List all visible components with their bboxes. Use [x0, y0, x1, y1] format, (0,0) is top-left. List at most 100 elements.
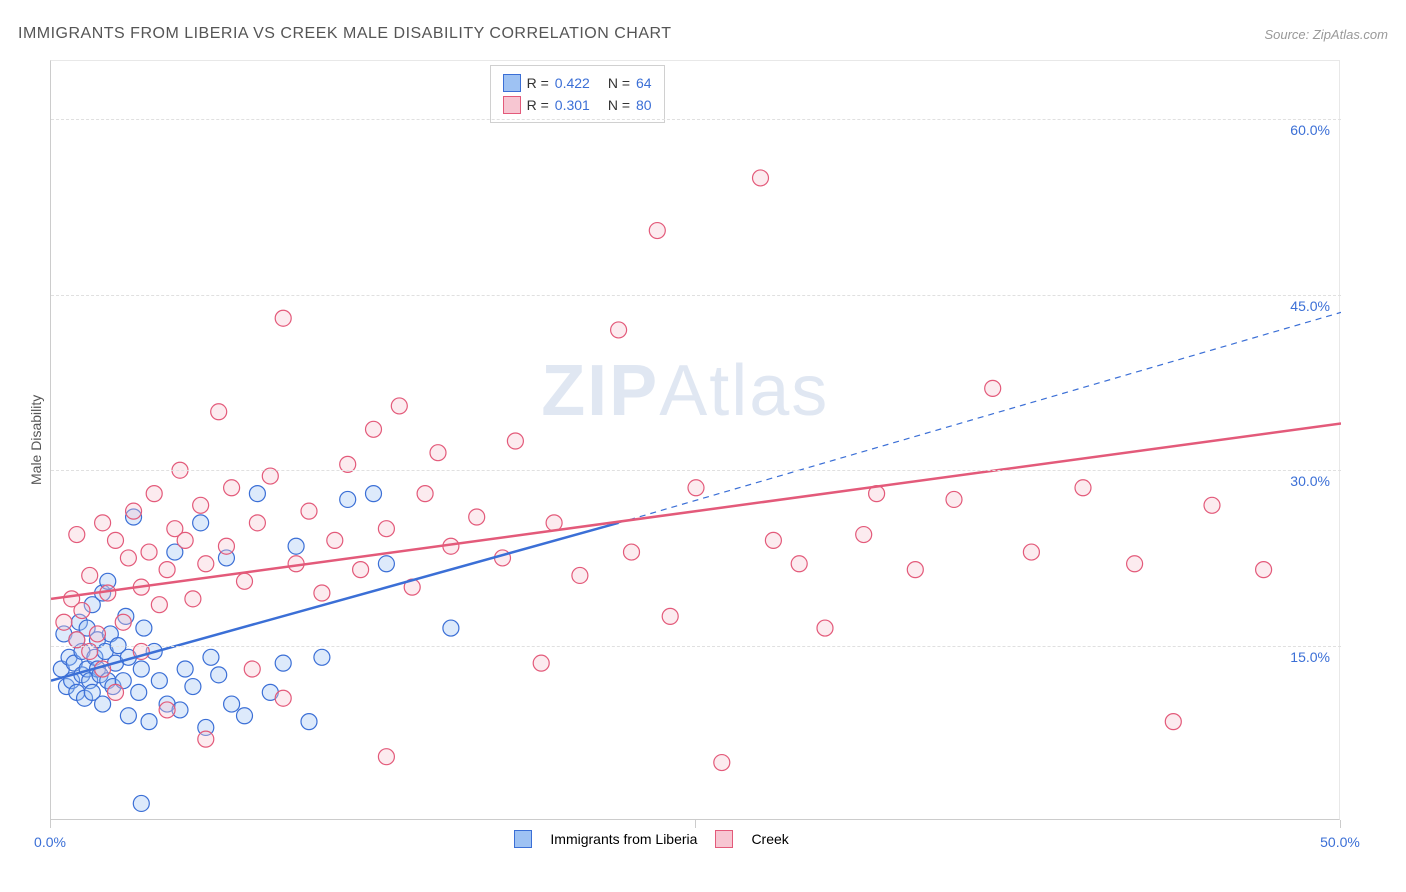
- data-point: [907, 562, 923, 578]
- y-tick-label: 30.0%: [1270, 473, 1330, 489]
- data-point: [211, 404, 227, 420]
- data-point: [327, 532, 343, 548]
- data-point: [946, 491, 962, 507]
- data-point: [765, 532, 781, 548]
- data-point: [249, 515, 265, 531]
- data-point: [95, 696, 111, 712]
- data-point: [198, 731, 214, 747]
- data-point: [177, 661, 193, 677]
- legend-r-label: R =: [527, 75, 549, 91]
- data-point: [95, 515, 111, 531]
- data-point: [120, 550, 136, 566]
- data-point: [185, 591, 201, 607]
- source-name: ZipAtlas.com: [1313, 27, 1388, 42]
- data-point: [985, 380, 1001, 396]
- legend-series-label: Creek: [751, 831, 788, 847]
- legend-row: R =0.301N =80: [503, 94, 652, 116]
- data-point: [314, 649, 330, 665]
- x-tick-mark: [50, 820, 51, 828]
- legend-series-label: Immigrants from Liberia: [550, 831, 697, 847]
- data-point: [314, 585, 330, 601]
- data-point: [340, 491, 356, 507]
- data-point: [177, 532, 193, 548]
- data-point: [185, 679, 201, 695]
- gridline: [51, 646, 1341, 647]
- data-point: [82, 567, 98, 583]
- data-point: [146, 486, 162, 502]
- data-point: [469, 509, 485, 525]
- data-point: [649, 223, 665, 239]
- data-point: [108, 684, 124, 700]
- data-point: [141, 544, 157, 560]
- data-point: [133, 661, 149, 677]
- data-point: [198, 556, 214, 572]
- data-point: [430, 445, 446, 461]
- data-point: [288, 538, 304, 554]
- x-tick-label: 0.0%: [20, 834, 80, 850]
- data-point: [378, 556, 394, 572]
- data-point: [159, 702, 175, 718]
- data-point: [378, 749, 394, 765]
- data-point: [366, 421, 382, 437]
- data-point: [244, 661, 260, 677]
- data-point: [378, 521, 394, 537]
- data-point: [533, 655, 549, 671]
- plot-area: ZIPAtlas R =0.422N =64R =0.301N =80: [50, 60, 1340, 820]
- data-point: [507, 433, 523, 449]
- data-point: [126, 503, 142, 519]
- data-point: [120, 708, 136, 724]
- data-point: [275, 655, 291, 671]
- data-point: [1075, 480, 1091, 496]
- data-point: [203, 649, 219, 665]
- data-point: [141, 714, 157, 730]
- gridline: [51, 119, 1341, 120]
- y-tick-label: 15.0%: [1270, 649, 1330, 665]
- legend-swatch: [514, 830, 532, 848]
- data-point: [133, 795, 149, 811]
- gridline: [51, 295, 1341, 296]
- data-point: [136, 620, 152, 636]
- trend-line-dashed: [619, 312, 1341, 522]
- data-point: [224, 480, 240, 496]
- data-point: [237, 708, 253, 724]
- data-point: [366, 486, 382, 502]
- data-point: [391, 398, 407, 414]
- data-point: [1256, 562, 1272, 578]
- data-point: [237, 573, 253, 589]
- data-point: [159, 562, 175, 578]
- data-point: [714, 755, 730, 771]
- y-axis-label: Male Disability: [28, 395, 44, 485]
- data-point: [301, 714, 317, 730]
- data-point: [443, 620, 459, 636]
- data-point: [817, 620, 833, 636]
- x-tick-mark: [1340, 820, 1341, 828]
- legend-n-value: 80: [636, 97, 652, 113]
- data-point: [249, 486, 265, 502]
- scatter-svg: [51, 61, 1341, 821]
- data-point: [572, 567, 588, 583]
- data-point: [151, 673, 167, 689]
- x-tick-mark: [695, 820, 696, 828]
- data-point: [662, 608, 678, 624]
- data-point: [89, 626, 105, 642]
- legend-r-value: 0.301: [555, 97, 590, 113]
- data-point: [1023, 544, 1039, 560]
- trend-line: [51, 423, 1341, 598]
- data-point: [417, 486, 433, 502]
- data-point: [856, 527, 872, 543]
- data-point: [108, 532, 124, 548]
- y-tick-label: 60.0%: [1270, 122, 1330, 138]
- legend-swatch: [715, 830, 733, 848]
- chart-title: IMMIGRANTS FROM LIBERIA VS CREEK MALE DI…: [18, 25, 672, 43]
- data-point: [688, 480, 704, 496]
- legend-swatch: [503, 96, 521, 114]
- data-point: [69, 527, 85, 543]
- series-legend: Immigrants from Liberia Creek: [514, 830, 788, 848]
- data-point: [611, 322, 627, 338]
- data-point: [56, 614, 72, 630]
- data-point: [275, 690, 291, 706]
- data-point: [151, 597, 167, 613]
- data-point: [115, 614, 131, 630]
- data-point: [224, 696, 240, 712]
- source-label: Source: ZipAtlas.com: [1264, 27, 1388, 42]
